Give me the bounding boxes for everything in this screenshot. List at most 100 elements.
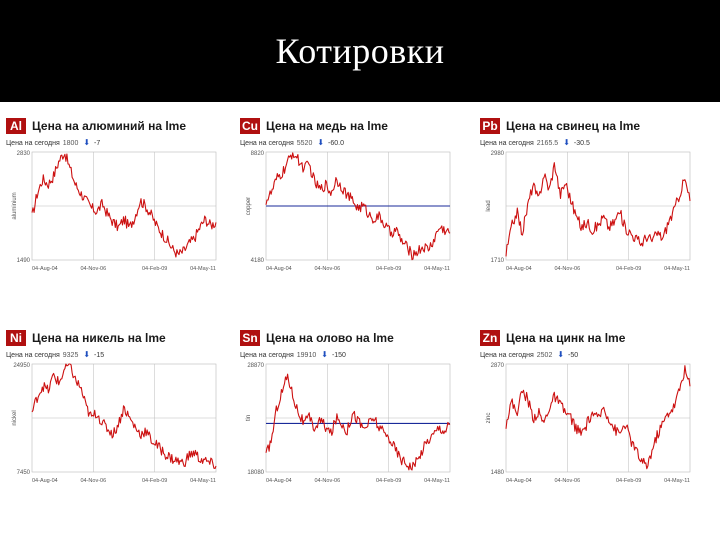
- chart-panel-pb: Pb Цена на свинец на lme Цена на сегодня 21…: [480, 118, 700, 308]
- x-axis-tick-label: 04-Feb-09: [616, 478, 641, 484]
- x-axis-tick-label: 04-May-11: [190, 478, 216, 484]
- today-price-label: Цена на сегодня: [240, 140, 294, 147]
- x-axis-tick-label: 04-Aug-04: [506, 266, 532, 272]
- x-axis-tick-label: 04-Nov-06: [80, 478, 106, 484]
- price-line-chart: 2870 1480 zinc 04-Aug-04 04-Nov-06 04-Feb-09 0…: [486, 363, 691, 484]
- y-axis-label: zinc: [486, 413, 492, 424]
- price-change-value: -7: [94, 140, 101, 147]
- y-axis-min-label: 1490: [17, 258, 31, 264]
- x-axis-tick-label: 04-Aug-04: [32, 478, 58, 484]
- chart-title-row: Pb Цена на свинец на lme: [480, 118, 640, 134]
- x-axis-tick-label: 04-Aug-04: [32, 266, 58, 272]
- y-axis-min-label: 4180: [251, 258, 265, 264]
- price-series-line: [31, 153, 217, 258]
- price-line-chart: 8820 4180 copper 04-Aug-04 04-Nov-06 04-Feb-0…: [246, 151, 451, 272]
- today-price-value: 9325: [62, 352, 79, 359]
- today-price-label: Цена на сегодня: [6, 140, 60, 147]
- element-symbol-badge: Zn: [480, 330, 500, 346]
- today-price-row: Цена на сегодня 5520 ⬇ -60.0: [240, 138, 344, 147]
- down-arrow-icon: ⬇: [557, 350, 565, 359]
- x-axis-tick-label: 04-Aug-04: [266, 266, 292, 272]
- today-price-value: 19910: [296, 352, 317, 359]
- x-axis-tick-label: 04-Nov-06: [80, 266, 106, 272]
- price-series-line: [265, 373, 451, 471]
- chart-title-row: Ni Цена на никель на lme: [6, 330, 166, 346]
- x-axis-tick-label: 04-Feb-09: [376, 266, 401, 272]
- y-axis-max-label: 2870: [491, 363, 505, 369]
- chart-panel-sn: Sn Цена на олово на lme Цена на сегодня 199…: [240, 330, 460, 520]
- y-axis-label: copper: [246, 197, 252, 215]
- x-axis-tick-label: 04-Nov-06: [554, 478, 580, 484]
- y-axis-min-label: 1710: [491, 258, 505, 264]
- y-axis-max-label: 28870: [247, 363, 264, 369]
- chart-title-row: Zn Цена на цинк на lme: [480, 330, 625, 346]
- chart-title-row: Al Цена на алюминий на lme: [6, 118, 186, 134]
- today-price-value: 2165.5: [536, 140, 559, 147]
- price-line-chart: 2830 1490 aluminium 04-Aug-04 04-Nov-06 04-Fe…: [12, 151, 217, 272]
- price-line-chart: 2980 1710 lead 04-Aug-04 04-Nov-06 04-Feb-09 0…: [486, 151, 691, 272]
- chart-title: Цена на медь на lme: [266, 119, 388, 133]
- element-symbol-badge: Ni: [6, 330, 26, 346]
- chart-title: Цена на цинк на lme: [506, 331, 626, 345]
- slide-title: Котировки: [275, 31, 445, 71]
- today-price-row: Цена на сегодня 2502 ⬇ -50: [480, 350, 578, 359]
- element-symbol-badge: Al: [6, 118, 26, 134]
- x-axis-tick-label: 04-May-11: [424, 478, 450, 484]
- chart-title: Цена на олово на lme: [266, 331, 394, 345]
- y-axis-label: lead: [486, 200, 492, 211]
- price-line-chart: 28870 18080 tin 04-Aug-04 04-Nov-06 04-Feb-09…: [246, 363, 451, 484]
- y-axis-max-label: 2830: [17, 151, 31, 157]
- price-change-value: -50: [568, 352, 579, 359]
- element-symbol-badge: Pb: [480, 118, 500, 134]
- today-price-row: Цена на сегодня 9325 ⬇ -15: [6, 350, 104, 359]
- y-axis-min-label: 7450: [17, 470, 31, 476]
- slide-header: Котировки: [0, 0, 720, 102]
- down-arrow-icon: ⬇: [317, 138, 325, 147]
- price-change-value: -150: [331, 352, 346, 359]
- y-axis-label: nickel: [12, 410, 18, 425]
- price-series-line: [505, 365, 691, 470]
- chart-title-row: Cu Цена на медь на lme: [240, 118, 388, 134]
- x-axis-tick-label: 04-Aug-04: [266, 478, 292, 484]
- price-series-line: [265, 152, 451, 261]
- x-axis-tick-label: 04-Feb-09: [376, 478, 401, 484]
- x-axis-tick-label: 04-Feb-09: [616, 266, 641, 272]
- price-series-line: [505, 162, 691, 257]
- today-price-label: Цена на сегодня: [480, 140, 534, 147]
- down-arrow-icon: ⬇: [321, 350, 328, 359]
- x-axis-tick-label: 04-Aug-04: [506, 478, 532, 484]
- chart-title: Цена на алюминий на lme: [32, 119, 187, 133]
- x-axis-tick-label: 04-May-11: [190, 266, 216, 272]
- y-axis-min-label: 18080: [247, 470, 264, 476]
- down-arrow-icon: ⬇: [563, 138, 570, 147]
- x-axis-tick-label: 04-Feb-09: [142, 478, 167, 484]
- x-axis-tick-label: 04-May-11: [664, 478, 690, 484]
- y-axis-label: aluminium: [12, 192, 18, 219]
- x-axis-tick-label: 04-Nov-06: [554, 266, 580, 272]
- chart-title: Цена на никель на lme: [32, 331, 166, 345]
- today-price-row: Цена на сегодня 2165.5 ⬇ -30.5: [480, 138, 590, 147]
- y-axis-min-label: 1480: [491, 470, 505, 476]
- down-arrow-icon: ⬇: [83, 350, 91, 359]
- y-axis-max-label: 2980: [491, 151, 505, 157]
- today-price-value: 2502: [536, 352, 553, 359]
- today-price-label: Цена на сегодня: [240, 352, 294, 359]
- price-line-chart: 24950 7450 nickel 04-Aug-04 04-Nov-06 04-Feb-…: [12, 363, 217, 484]
- x-axis-tick-label: 04-Nov-06: [314, 478, 340, 484]
- y-axis-max-label: 24950: [13, 363, 30, 369]
- down-arrow-icon: ⬇: [83, 138, 91, 147]
- price-change-value: -30.5: [573, 140, 590, 147]
- today-price-row: Цена на сегодня 19910 ⬇ -150: [240, 350, 346, 359]
- x-axis-tick-label: 04-Nov-06: [314, 266, 340, 272]
- y-axis-label: tin: [246, 415, 252, 421]
- element-symbol-badge: Sn: [240, 330, 260, 346]
- today-price-value: 5520: [296, 140, 313, 147]
- price-change-value: -60.0: [328, 140, 345, 147]
- chart-title: Цена на свинец на lme: [506, 119, 641, 133]
- today-price-label: Цена на сегодня: [480, 352, 534, 359]
- price-series-line: [31, 363, 217, 470]
- today-price-row: Цена на сегодня 1800 ⬇ -7: [6, 138, 100, 147]
- chart-panel-cu: Cu Цена на медь на lme Цена на сегодня 5520…: [240, 118, 460, 308]
- today-price-value: 1800: [62, 140, 79, 147]
- price-change-value: -15: [94, 352, 105, 359]
